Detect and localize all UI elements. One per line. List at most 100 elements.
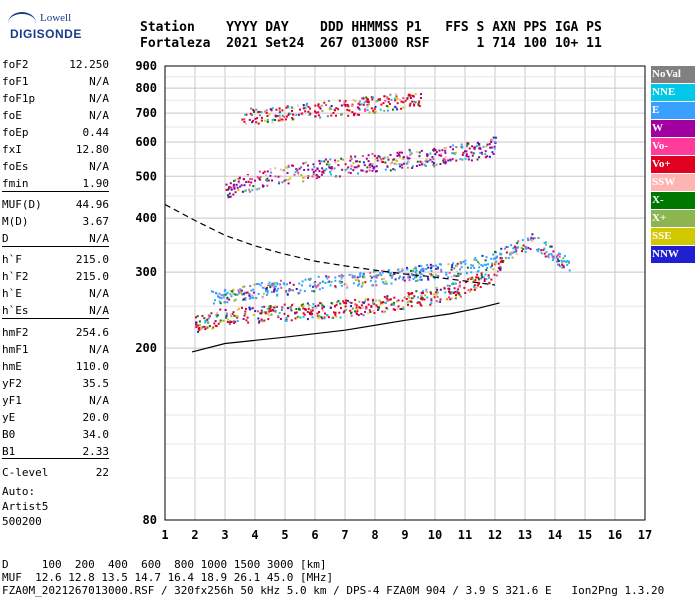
trace-point <box>225 314 228 317</box>
trace-point <box>322 305 325 308</box>
trace-point <box>458 293 461 296</box>
trace-point <box>349 164 352 167</box>
trace-point <box>386 156 389 159</box>
trace-point <box>417 102 420 105</box>
trace-point <box>262 172 265 175</box>
trace-point <box>260 282 263 284</box>
trace-point <box>291 110 293 112</box>
trace-point <box>273 286 276 289</box>
trace-point <box>293 114 296 116</box>
trace-point <box>423 298 426 301</box>
trace-point <box>473 267 476 269</box>
trace-point <box>472 264 475 267</box>
trace-point <box>556 263 559 266</box>
trace-point <box>435 291 438 294</box>
trace-point <box>478 278 480 281</box>
trace-point <box>374 170 377 173</box>
trace-point <box>568 261 571 264</box>
trace-point <box>358 100 361 103</box>
trace-point <box>372 167 375 169</box>
trace-point <box>438 263 441 266</box>
trace-point <box>402 158 405 161</box>
trace-point <box>217 322 220 325</box>
trace-point <box>400 107 403 110</box>
trace-point <box>470 159 473 162</box>
trace-point <box>383 95 386 98</box>
trace-point <box>368 111 371 114</box>
trace-point <box>334 276 337 279</box>
trace-point <box>274 175 277 178</box>
trace-point <box>495 256 498 259</box>
trace-point <box>446 284 449 287</box>
trace-point <box>352 162 355 165</box>
trace-point <box>310 313 313 316</box>
trace-point <box>334 314 337 317</box>
trace-point <box>218 292 221 295</box>
trace-point <box>242 292 245 295</box>
trace-point <box>409 150 412 153</box>
trace-point <box>273 288 276 290</box>
trace-point <box>364 310 366 313</box>
trace-point <box>307 307 310 310</box>
autoscaling-info: Auto: Artist5 500200 <box>2 484 48 529</box>
trace-point <box>386 297 389 300</box>
trace-point <box>406 97 409 100</box>
trace-point <box>426 160 429 163</box>
trace-point <box>414 101 417 104</box>
trace-point <box>328 108 331 111</box>
trace-point <box>315 286 318 289</box>
trace-point <box>390 98 393 101</box>
trace-point <box>227 187 230 190</box>
trace-point <box>433 162 435 165</box>
trace-point <box>453 274 456 277</box>
trace-point <box>260 119 263 122</box>
trace-point <box>254 117 257 120</box>
trace-point <box>494 136 497 139</box>
trace-point <box>382 302 385 305</box>
trace-point <box>493 145 496 148</box>
trace-point <box>358 300 361 303</box>
trace-point <box>522 244 525 247</box>
trace-point <box>315 173 318 176</box>
trace-point <box>396 108 399 111</box>
trace-point <box>458 284 461 287</box>
trace-point <box>254 310 257 312</box>
trace-point <box>515 252 518 255</box>
trace-point <box>204 319 207 322</box>
trace-point <box>405 298 408 300</box>
trace-point <box>483 280 486 282</box>
trace-point <box>230 295 233 298</box>
trace-point <box>399 155 401 158</box>
trace-point <box>237 289 240 292</box>
trace-point <box>506 246 509 249</box>
trace-point <box>476 273 479 276</box>
trace-point <box>343 283 346 286</box>
trace-point <box>466 266 469 269</box>
trace-point <box>558 252 560 255</box>
trace-point <box>354 99 357 102</box>
trace-point <box>486 143 489 146</box>
trace-point <box>455 296 458 299</box>
trace-point <box>314 305 317 308</box>
trace-point <box>349 309 352 312</box>
param-label: yE <box>2 411 16 424</box>
trace-point <box>392 308 395 311</box>
trace-point <box>230 313 233 316</box>
trace-point <box>427 277 429 280</box>
trace-point <box>430 267 432 270</box>
trace-point <box>274 285 277 288</box>
trace-point <box>303 105 305 108</box>
param-label: foF1 <box>2 75 29 88</box>
legend-ssw-swatch: SSW <box>651 174 695 191</box>
trace-point <box>511 250 514 253</box>
trace-point <box>249 285 252 288</box>
trace-point <box>252 288 255 291</box>
trace-point <box>265 290 267 293</box>
trace-point <box>384 301 387 304</box>
trace-point <box>402 106 405 109</box>
trace-point <box>266 120 269 123</box>
trace-point <box>415 273 418 276</box>
trace-point <box>264 110 267 113</box>
trace-point <box>267 283 270 286</box>
trace-point <box>359 307 362 310</box>
